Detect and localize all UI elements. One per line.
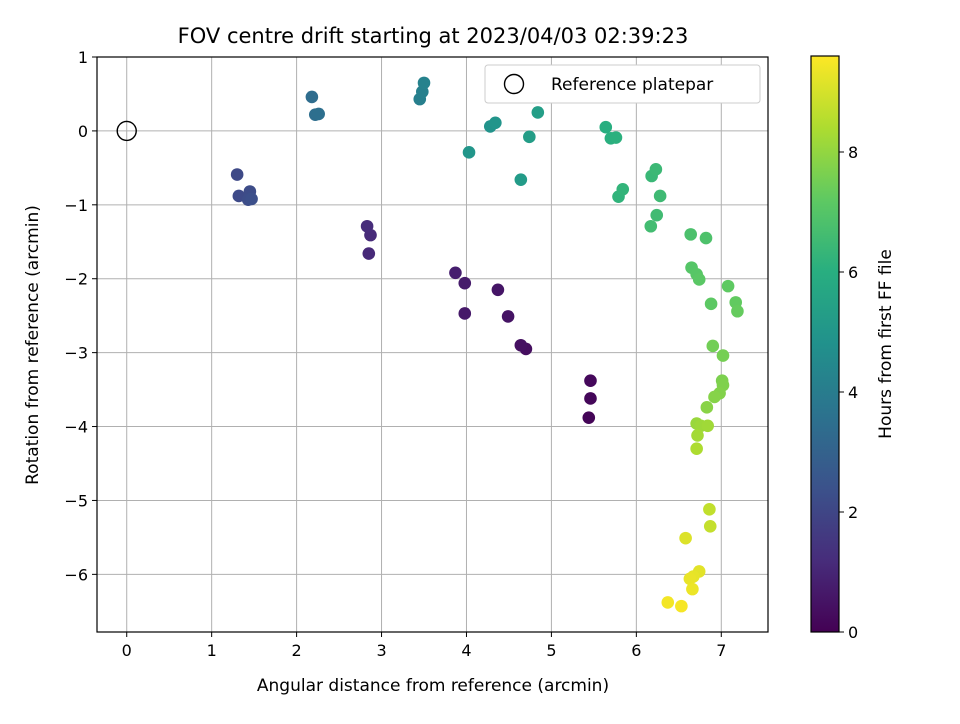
colorbar-tick-label: 4 (848, 383, 858, 402)
x-axis-label: Angular distance from reference (arcmin) (257, 676, 609, 696)
scatter-point (531, 106, 545, 119)
scatter-point (599, 120, 613, 134)
x-tick-label: 3 (376, 641, 386, 660)
colorbar: 0 2 4 6 8 Hours from first FF file (810, 55, 896, 642)
scatter-point (458, 307, 472, 320)
colorbar-ticks: 0 2 4 6 8 (839, 143, 858, 642)
scatter-point (683, 572, 697, 586)
x-tick-label: 7 (716, 641, 726, 660)
scatter-point (514, 173, 528, 186)
scatter-point (686, 582, 699, 596)
scatter-point (312, 107, 325, 121)
x-tick-label: 0 (122, 641, 132, 660)
scatter-point (449, 266, 462, 280)
y-axis-ticks: 1 0 −1 −2 −3 −4 −5 −6 (64, 48, 97, 584)
x-tick-label: 6 (631, 641, 641, 660)
scatter-point (360, 219, 374, 233)
scatter-point (230, 168, 244, 181)
scatter-point (616, 182, 630, 196)
legend-box (484, 64, 761, 104)
scatter-point (675, 599, 688, 613)
scatter-point (661, 596, 675, 609)
legend-marker-icon (503, 73, 525, 95)
scatter-point (708, 390, 721, 404)
scatter-point (701, 419, 714, 433)
colorbar-tick-label: 2 (848, 503, 858, 522)
grid (97, 56, 768, 632)
x-axis-ticks: 0 1 2 3 4 5 6 7 (122, 632, 726, 660)
y-tick-label: −5 (64, 491, 88, 510)
scatter-point (644, 219, 658, 233)
colorbar-tick-label: 6 (848, 263, 858, 282)
scatter-point (609, 131, 623, 144)
scatter-point (700, 401, 714, 414)
data-points (230, 76, 744, 613)
y-tick-label: −1 (64, 196, 88, 215)
scatter-point (731, 304, 744, 318)
scatter-point (362, 247, 376, 260)
x-tick-label: 5 (546, 641, 556, 660)
scatter-point (649, 163, 663, 176)
x-tick-label: 4 (461, 641, 471, 660)
colorbar-frame (810, 55, 840, 633)
scatter-point (417, 76, 431, 90)
legend-label: Reference platepar (551, 75, 713, 95)
scatter-point (690, 442, 703, 456)
plot-frame (96, 56, 769, 633)
y-tick-label: 0 (78, 122, 88, 141)
colorbar-label: Hours from first FF file (876, 249, 896, 439)
scatter-point (703, 503, 716, 516)
scatter-point (501, 310, 515, 323)
y-tick-label: −2 (64, 270, 88, 289)
scatter-point (684, 228, 698, 241)
scatter-point (458, 276, 472, 290)
scatter-point (462, 146, 476, 159)
legend: Reference platepar (484, 64, 761, 104)
y-tick-label: 1 (78, 48, 88, 67)
scatter-point (305, 90, 319, 104)
scatter-point (514, 338, 528, 352)
chart-title: FOV centre drift starting at 2023/04/03 … (178, 24, 689, 48)
colorbar-gradient (811, 56, 839, 632)
scatter-point (245, 192, 258, 206)
scatter-point (704, 297, 718, 311)
scatter-point (582, 411, 596, 424)
y-tick-label: −6 (64, 565, 88, 584)
scatter-point (489, 116, 502, 130)
scatter-point (584, 392, 597, 405)
y-tick-label: −4 (64, 418, 88, 437)
colorbar-tick-label: 0 (848, 623, 858, 642)
y-axis-label: Rotation from reference (arcmin) (23, 205, 43, 485)
scatter-point (703, 520, 717, 533)
x-tick-label: 2 (292, 641, 302, 660)
reference-marker-layer (116, 120, 137, 142)
scatter-point (691, 429, 704, 442)
plot-area (97, 57, 768, 632)
scatter-point (692, 273, 706, 286)
reference-platepar-marker (116, 120, 137, 142)
scatter-point (653, 189, 667, 203)
y-tick-label: −3 (64, 344, 88, 363)
scatter-point (584, 374, 597, 388)
scatter-point (721, 279, 735, 293)
scatter-point (650, 208, 664, 222)
x-tick-label: 1 (207, 641, 217, 660)
colorbar-tick-label: 8 (848, 143, 858, 162)
scatter-point (716, 349, 730, 362)
scatter-point (679, 531, 692, 545)
scatter-point (706, 339, 720, 353)
scatter-point (491, 283, 505, 297)
scatter-point (523, 130, 536, 144)
scatter-point (699, 231, 713, 245)
